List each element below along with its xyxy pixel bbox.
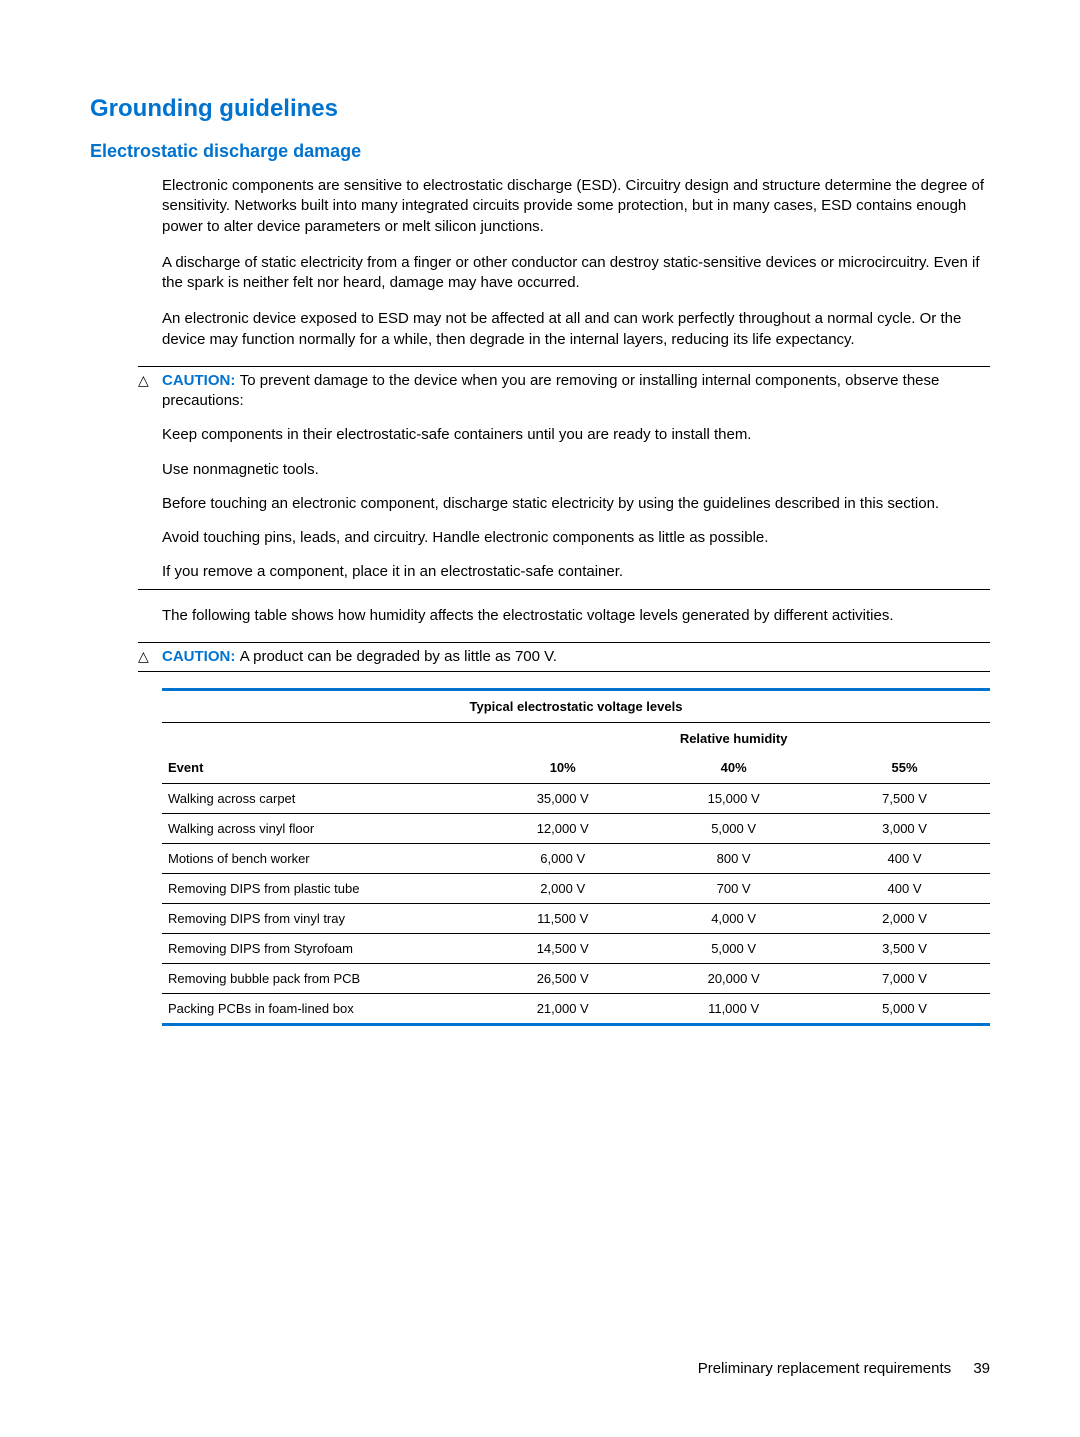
- table-super-header: Relative humidity: [477, 723, 990, 755]
- caution-text: A product can be degraded by as little a…: [240, 648, 557, 665]
- table-cell: 2,000 V: [477, 874, 648, 904]
- page-number: 39: [973, 1360, 990, 1377]
- caution-item: Before touching an electronic component,…: [162, 494, 990, 514]
- table-cell: Removing DIPS from plastic tube: [162, 874, 477, 904]
- paragraph: Electronic components are sensitive to e…: [162, 176, 990, 237]
- table-cell: 5,000 V: [819, 994, 990, 1025]
- post-caution-paragraph: The following table shows how humidity a…: [162, 606, 990, 626]
- document-page: Grounding guidelines Electrostatic disch…: [0, 0, 1080, 1437]
- page-footer: Preliminary replacement requirements 39: [698, 1360, 990, 1377]
- caution-label: CAUTION:: [162, 372, 235, 389]
- paragraph: A discharge of static electricity from a…: [162, 253, 990, 294]
- table-col-header: Event: [162, 754, 477, 784]
- table-cell: Packing PCBs in foam-lined box: [162, 994, 477, 1025]
- table-cell: 4,000 V: [648, 904, 819, 934]
- table-row: Motions of bench worker6,000 V800 V400 V: [162, 844, 990, 874]
- intro-paragraphs: Electronic components are sensitive to e…: [162, 176, 990, 350]
- table-col-header: 55%: [819, 754, 990, 784]
- caution-icon: △: [138, 373, 149, 387]
- table-cell: 3,000 V: [819, 814, 990, 844]
- table-cell: 11,500 V: [477, 904, 648, 934]
- table-cell: 5,000 V: [648, 934, 819, 964]
- caution-block-2: △ CAUTION: A product can be degraded by …: [138, 642, 990, 672]
- footer-text: Preliminary replacement requirements: [698, 1360, 951, 1377]
- table-cell: 35,000 V: [477, 784, 648, 814]
- table-cell: 7,500 V: [819, 784, 990, 814]
- table-cell: 800 V: [648, 844, 819, 874]
- paragraph: The following table shows how humidity a…: [162, 606, 990, 626]
- table-cell: 7,000 V: [819, 964, 990, 994]
- table-row: Walking across carpet35,000 V15,000 V7,5…: [162, 784, 990, 814]
- table-cell: 20,000 V: [648, 964, 819, 994]
- table-cell: Removing DIPS from Styrofoam: [162, 934, 477, 964]
- table-cell: 5,000 V: [648, 814, 819, 844]
- table-cell: 2,000 V: [819, 904, 990, 934]
- table-cell: 700 V: [648, 874, 819, 904]
- table-cell: 14,500 V: [477, 934, 648, 964]
- table-cell: Removing DIPS from vinyl tray: [162, 904, 477, 934]
- table-cell: Walking across vinyl floor: [162, 814, 477, 844]
- table-row: Removing DIPS from vinyl tray11,500 V4,0…: [162, 904, 990, 934]
- caution-item: If you remove a component, place it in a…: [162, 562, 990, 582]
- table-row: Walking across vinyl floor12,000 V5,000 …: [162, 814, 990, 844]
- table-col-header: 40%: [648, 754, 819, 784]
- table-col-header: 10%: [477, 754, 648, 784]
- table-cell: Motions of bench worker: [162, 844, 477, 874]
- paragraph: An electronic device exposed to ESD may …: [162, 309, 990, 350]
- table-cell: 400 V: [819, 874, 990, 904]
- table-cell: Walking across carpet: [162, 784, 477, 814]
- section-heading: Grounding guidelines: [90, 95, 990, 123]
- table-cell: 15,000 V: [648, 784, 819, 814]
- caution-lead-text: To prevent damage to the device when you…: [162, 372, 939, 409]
- caution-icon: △: [138, 649, 149, 663]
- table-row: Removing DIPS from Styrofoam14,500 V5,00…: [162, 934, 990, 964]
- caution-item: Avoid touching pins, leads, and circuitr…: [162, 528, 990, 548]
- caution-block-1: △ CAUTION: To prevent damage to the devi…: [138, 366, 990, 590]
- table-cell: 12,000 V: [477, 814, 648, 844]
- table-title: Typical electrostatic voltage levels: [162, 691, 990, 723]
- voltage-table: Typical electrostatic voltage levels Rel…: [162, 688, 990, 1026]
- caution-item: Use nonmagnetic tools.: [162, 460, 990, 480]
- subsection-heading: Electrostatic discharge damage: [90, 141, 990, 162]
- table-cell: 3,500 V: [819, 934, 990, 964]
- table-cell: 400 V: [819, 844, 990, 874]
- table-cell: 11,000 V: [648, 994, 819, 1025]
- table-row: Packing PCBs in foam-lined box21,000 V11…: [162, 994, 990, 1025]
- caution-item: Keep components in their electrostatic-s…: [162, 425, 990, 445]
- table-cell: 26,500 V: [477, 964, 648, 994]
- table-row: Removing bubble pack from PCB26,500 V20,…: [162, 964, 990, 994]
- table-cell: 21,000 V: [477, 994, 648, 1025]
- table-row: Removing DIPS from plastic tube2,000 V70…: [162, 874, 990, 904]
- caution-label: CAUTION:: [162, 648, 235, 665]
- table-cell: 6,000 V: [477, 844, 648, 874]
- table-cell: Removing bubble pack from PCB: [162, 964, 477, 994]
